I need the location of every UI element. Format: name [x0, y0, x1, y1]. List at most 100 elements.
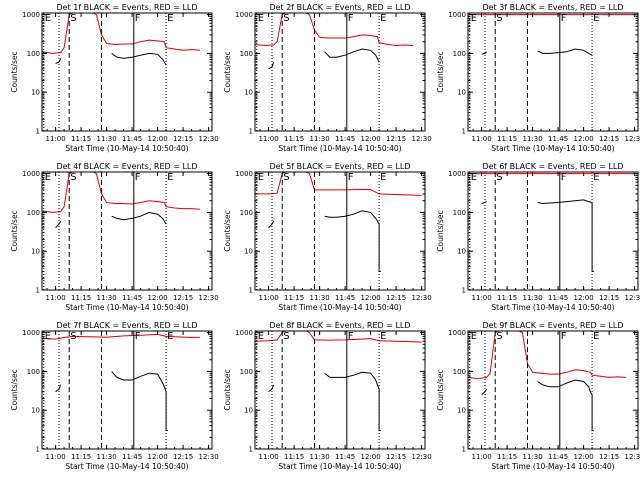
y-tick-label: 1	[462, 128, 466, 136]
x-tick-label: 11:00	[259, 294, 279, 302]
events-series-line	[55, 58, 62, 64]
x-tick-label: 11:15	[71, 294, 91, 302]
y-tick-label: 100	[453, 368, 466, 376]
y-tick-label: 100	[453, 50, 466, 58]
x-tick-label: 11:30	[97, 294, 117, 302]
x-tick-label: 11:30	[310, 294, 330, 302]
time-marker-label: E	[258, 13, 264, 24]
x-axis-title: Start Time (10-May-14 10:50:40)	[278, 303, 401, 312]
y-tick-label: 10	[244, 89, 253, 97]
time-marker-label: F	[135, 13, 141, 24]
x-tick-label: 12:00	[361, 135, 381, 143]
x-tick-label: 11:30	[310, 453, 330, 461]
y-tick-label: 1000	[235, 329, 253, 337]
panel-title: Det 4f BLACK = Events, RED = LLD	[56, 162, 197, 171]
y-tick-label: 10	[31, 89, 40, 97]
x-tick-label: 11:30	[97, 135, 117, 143]
time-marker-label: E	[167, 13, 173, 24]
y-tick-label: 100	[240, 209, 253, 217]
x-tick-label: 12:00	[148, 453, 168, 461]
time-marker-label: E	[593, 13, 599, 24]
x-tick-label: 12:15	[386, 135, 406, 143]
x-tick-label: 12:00	[574, 135, 594, 143]
time-marker-label: E	[471, 331, 477, 342]
lld-series-line	[254, 330, 422, 343]
time-marker-label: F	[348, 172, 354, 183]
panel-title: Det 2f BLACK = Events, RED = LLD	[269, 3, 410, 12]
time-marker-label: F	[135, 331, 141, 342]
time-marker-label: F	[561, 331, 567, 342]
time-marker-label: E	[45, 331, 51, 342]
time-marker-label: F	[348, 331, 354, 342]
y-axis-title: Counts/sec	[10, 51, 19, 92]
y-axis-title: Counts/sec	[436, 369, 445, 410]
time-marker-label: E	[593, 172, 599, 183]
events-series-line	[268, 61, 275, 70]
panel-8: E S F E 11:00 11:15 11:30 11:45 12:00 12:15 12:30 1…	[223, 321, 432, 471]
x-tick-label: 12:15	[599, 135, 619, 143]
x-tick-label: 12:30	[199, 294, 219, 302]
time-marker-label: E	[380, 172, 386, 183]
x-axis-title: Start Time (10-May-14 10:50:40)	[65, 144, 188, 153]
y-tick-label: 10	[244, 248, 253, 256]
y-tick-label: 100	[27, 209, 40, 217]
panel-6: E S F E 11:00 11:15 11:30 11:45 12:00 12:15 12:30 1…	[436, 162, 640, 312]
lld-series-line	[41, 12, 201, 54]
y-axis-title: Counts/sec	[436, 51, 445, 92]
lld-series-line	[41, 333, 201, 340]
y-tick-label: 100	[453, 209, 466, 217]
time-marker-label: S	[70, 331, 76, 342]
y-tick-label: 10	[457, 248, 466, 256]
panel-title: Det 6f BLACK = Events, RED = LLD	[482, 162, 623, 171]
x-tick-label: 11:30	[310, 135, 330, 143]
x-tick-label: 11:00	[472, 453, 492, 461]
x-tick-label: 12:15	[599, 453, 619, 461]
x-tick-label: 12:15	[173, 453, 193, 461]
x-tick-label: 11:30	[523, 294, 543, 302]
y-tick-label: 1	[36, 446, 40, 454]
x-tick-label: 12:00	[148, 135, 168, 143]
time-marker-label: E	[593, 331, 599, 342]
x-tick-label: 11:15	[497, 135, 517, 143]
y-axis-title: Counts/sec	[223, 369, 232, 410]
time-marker-label: S	[283, 331, 289, 342]
x-tick-label: 11:45	[335, 294, 355, 302]
time-marker-label: E	[258, 172, 264, 183]
x-tick-label: 12:30	[625, 135, 640, 143]
panel-title: Det 9f BLACK = Events, RED = LLD	[482, 321, 623, 330]
events-series-line	[537, 379, 594, 431]
x-tick-label: 11:30	[523, 453, 543, 461]
time-marker-label: E	[380, 331, 386, 342]
x-axis-title: Start Time (10-May-14 10:50:40)	[278, 462, 401, 471]
x-tick-label: 11:00	[259, 135, 279, 143]
events-series-line	[324, 48, 380, 63]
y-axis-title: Counts/sec	[10, 210, 19, 251]
y-tick-label: 100	[240, 50, 253, 58]
x-tick-label: 11:15	[284, 294, 304, 302]
x-tick-label: 11:45	[122, 135, 142, 143]
events-series-line	[324, 210, 381, 272]
x-axis-title: Start Time (10-May-14 10:50:40)	[65, 303, 188, 312]
events-series-line	[481, 388, 488, 396]
y-tick-label: 1000	[235, 11, 253, 19]
y-axis-title: Counts/sec	[10, 369, 19, 410]
time-marker-label: S	[496, 172, 502, 183]
events-series-line	[324, 371, 381, 431]
time-marker-label: S	[496, 331, 502, 342]
x-tick-label: 12:00	[361, 294, 381, 302]
y-tick-label: 100	[240, 368, 253, 376]
x-tick-label: 11:15	[71, 453, 91, 461]
time-marker-label: E	[471, 172, 477, 183]
x-tick-label: 12:00	[148, 294, 168, 302]
time-marker-label: E	[167, 331, 173, 342]
x-tick-label: 12:15	[599, 294, 619, 302]
panel-title: Det 5f BLACK = Events, RED = LLD	[269, 162, 410, 171]
x-tick-label: 12:30	[412, 294, 432, 302]
x-axis-title: Start Time (10-May-14 10:50:40)	[65, 462, 188, 471]
y-tick-label: 100	[27, 50, 40, 58]
time-marker-label: S	[496, 13, 502, 24]
x-tick-label: 12:15	[173, 294, 193, 302]
y-tick-label: 1	[462, 287, 466, 295]
x-tick-label: 11:45	[548, 294, 568, 302]
